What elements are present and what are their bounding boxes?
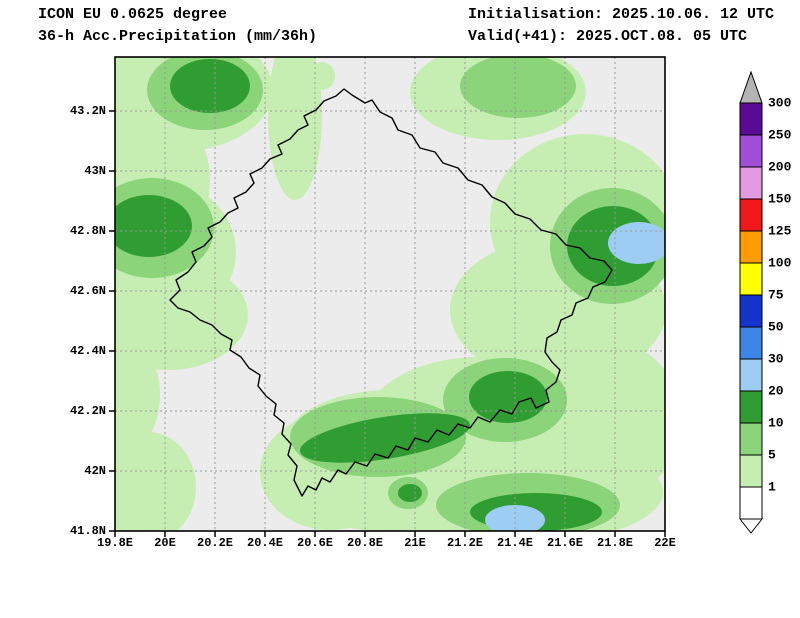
lat-label: 42.8N bbox=[69, 224, 106, 238]
product-title: 36-h Acc.Precipitation (mm/36h) bbox=[38, 28, 318, 45]
lat-label: 42.4N bbox=[69, 344, 106, 358]
lon-label: 20E bbox=[154, 536, 176, 550]
precip-blob bbox=[268, 57, 322, 200]
colorbar-segment bbox=[739, 134, 763, 168]
precip-blob bbox=[460, 57, 576, 118]
lon-label: 20.2E bbox=[196, 536, 234, 550]
colorbar-label: 300 bbox=[768, 95, 792, 111]
colorbar-segment bbox=[739, 230, 763, 264]
lat-label: 43.2N bbox=[69, 104, 106, 118]
valid-time: Valid(+41): 2025.OCT.08. 05 UTC bbox=[468, 28, 748, 45]
graticule bbox=[115, 57, 665, 531]
lat-label: 42.2N bbox=[69, 404, 106, 418]
axis-ticks bbox=[109, 110, 666, 537]
colorbar-arrow-bottom bbox=[738, 518, 764, 534]
colorbar-label: 250 bbox=[768, 127, 792, 143]
precip-blob bbox=[309, 62, 335, 90]
model-title: ICON EU 0.0625 degree bbox=[38, 6, 228, 23]
lon-label: 21.8E bbox=[596, 536, 634, 550]
precip-blob bbox=[115, 195, 192, 257]
precip-blob bbox=[115, 432, 196, 531]
lon-label: 21E bbox=[404, 536, 426, 550]
colorbar-label: 1 bbox=[768, 479, 776, 495]
colorbar-segment bbox=[739, 262, 763, 296]
lat-label: 41.8N bbox=[69, 524, 106, 538]
precip-blob bbox=[115, 260, 248, 370]
precip-blob bbox=[398, 484, 422, 502]
colorbar-label: 150 bbox=[768, 191, 792, 207]
colorbar-segment bbox=[739, 422, 763, 456]
lat-label: 42N bbox=[84, 464, 106, 478]
colorbar-segment bbox=[739, 358, 763, 392]
colorbar-label: 75 bbox=[768, 287, 784, 303]
lon-label: 20.6E bbox=[296, 536, 334, 550]
lon-label: 21.6E bbox=[546, 536, 584, 550]
colorbar-label: 10 bbox=[768, 415, 784, 431]
precip-blob bbox=[608, 222, 665, 264]
colorbar-segment bbox=[739, 486, 763, 520]
lon-label: 19.8E bbox=[96, 536, 134, 550]
country-border bbox=[169, 88, 613, 497]
colorbar-label: 5 bbox=[768, 447, 776, 463]
colorbar-label: 125 bbox=[768, 223, 792, 239]
lon-label: 20.4E bbox=[246, 536, 284, 550]
colorbar-label: 100 bbox=[768, 255, 792, 271]
colorbar bbox=[738, 70, 764, 534]
colorbar-segment bbox=[739, 326, 763, 360]
colorbar-segment bbox=[739, 102, 763, 136]
lat-label: 43N bbox=[84, 164, 106, 178]
map-frame bbox=[114, 56, 666, 532]
colorbar-label: 20 bbox=[768, 383, 784, 399]
lon-label: 21.4E bbox=[496, 536, 534, 550]
colorbar-label: 200 bbox=[768, 159, 792, 175]
colorbar-segment bbox=[739, 294, 763, 328]
precip-blob bbox=[469, 371, 547, 423]
precip-blob bbox=[299, 413, 471, 463]
precip-blob bbox=[115, 340, 160, 450]
precipitation-field bbox=[115, 57, 665, 531]
colorbar-label: 30 bbox=[768, 351, 784, 367]
colorbar-segment bbox=[739, 198, 763, 232]
colorbar-label: 50 bbox=[768, 319, 784, 335]
colorbar-arrow-top bbox=[739, 70, 763, 104]
lon-label: 21.2E bbox=[446, 536, 484, 550]
colorbar-segment bbox=[739, 166, 763, 200]
colorbar-segment bbox=[739, 454, 763, 488]
init-time: Initialisation: 2025.10.06. 12 UTC bbox=[468, 6, 775, 23]
lat-label: 42.6N bbox=[69, 284, 106, 298]
colorbar-segment bbox=[739, 390, 763, 424]
precip-blob bbox=[170, 59, 250, 113]
lon-label: 22E bbox=[654, 536, 676, 550]
lon-label: 20.8E bbox=[346, 536, 384, 550]
